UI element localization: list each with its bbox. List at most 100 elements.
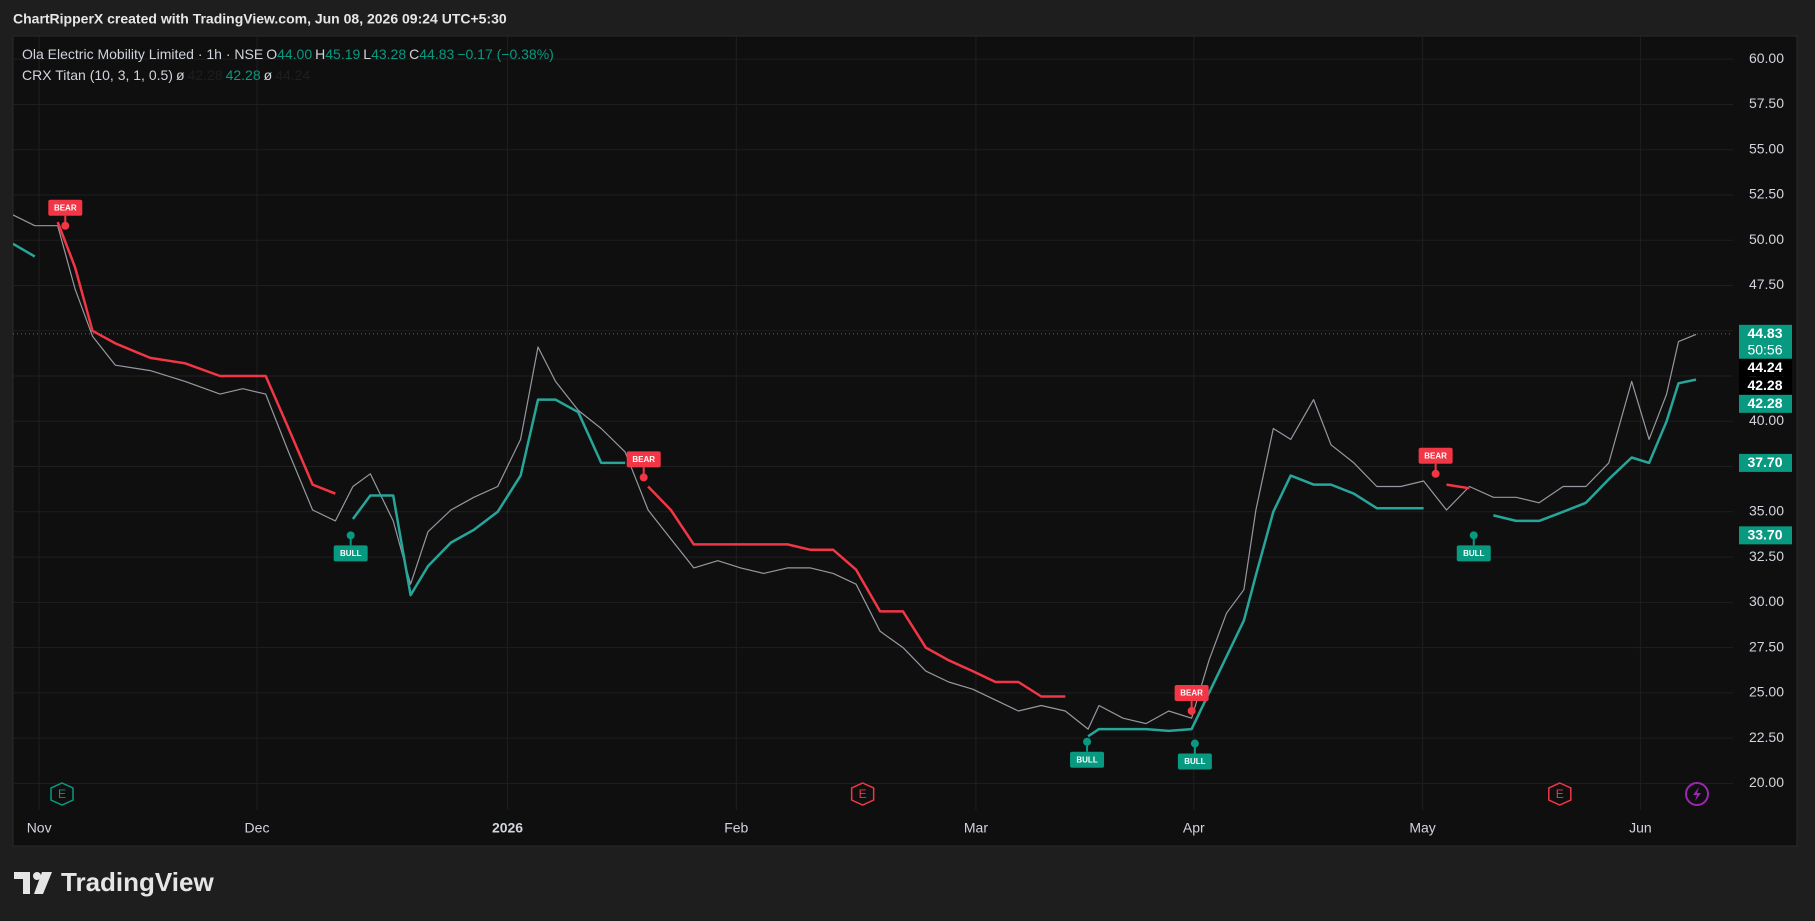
event-icon: E xyxy=(850,782,875,806)
price-tag: 33.70 xyxy=(1739,526,1792,545)
signal: BULL xyxy=(333,531,368,562)
x-tick-label: Jun xyxy=(1629,820,1652,836)
x-tick-label: Feb xyxy=(724,820,748,836)
event-badge xyxy=(850,782,875,806)
signal-box xyxy=(626,451,661,468)
x-tick-label: 2026 xyxy=(492,820,523,836)
signal: BEAR xyxy=(48,199,83,230)
y-tick-label: 30.00 xyxy=(1749,593,1784,609)
price-tag-box xyxy=(1739,394,1792,413)
x-tick-label: Mar xyxy=(964,820,988,836)
y-tick-label: 22.50 xyxy=(1749,729,1784,745)
price-tag-label: 42.28 xyxy=(1747,395,1782,411)
signal-label: BULL xyxy=(340,549,361,558)
event-badge xyxy=(1548,782,1572,806)
price-tag: 42.28 xyxy=(1739,394,1792,413)
price-tag-box xyxy=(1739,358,1792,377)
signal-box xyxy=(1456,545,1491,562)
signal-label: BEAR xyxy=(54,203,77,212)
signal: BULL xyxy=(1177,739,1212,770)
y-tick-label: 35.00 xyxy=(1749,503,1784,519)
signal-box xyxy=(333,545,368,562)
ohlc-name: O xyxy=(266,46,278,62)
price-tag: 42.28 xyxy=(1739,376,1792,395)
x-tick-label: Dec xyxy=(245,820,270,836)
x-tick-label: May xyxy=(1409,820,1435,836)
indicator-readout: ø xyxy=(175,67,185,83)
indicator-readout: 42.28 xyxy=(187,67,223,83)
y-tick-label: 27.50 xyxy=(1749,638,1784,654)
x-tick-label: Nov xyxy=(27,820,52,836)
signal-label: BEAR xyxy=(632,455,655,464)
chart-pane xyxy=(12,35,1798,847)
countdown: 50:56 xyxy=(1747,342,1782,358)
overlay: 20.0022.5025.0027.5030.0032.5035.0037.50… xyxy=(27,50,1792,836)
series-line xyxy=(56,221,1470,698)
indicator-readout: ø xyxy=(263,67,273,83)
price-tag-box xyxy=(1739,526,1792,545)
signal-box xyxy=(1070,751,1105,768)
signal: BULL xyxy=(1070,737,1105,768)
price-tag-label: 44.83 xyxy=(1747,325,1782,341)
y-tick-label: 57.50 xyxy=(1749,95,1784,111)
price-tag: 37.70 xyxy=(1739,453,1792,472)
price-tag-box xyxy=(1739,324,1792,359)
ohlc-name: C xyxy=(409,46,420,62)
y-tick-label: 50.00 xyxy=(1749,231,1784,247)
signal: BEAR xyxy=(1174,684,1209,715)
y-tick-label: 55.00 xyxy=(1749,140,1784,156)
signal-label: BULL xyxy=(1076,755,1097,764)
y-tick-label: 60.00 xyxy=(1749,50,1784,66)
ohlc-value: 44.83 xyxy=(419,46,455,62)
signal-box xyxy=(1177,753,1212,770)
y-tick-label: 40.00 xyxy=(1749,412,1784,428)
ohlc-name: H xyxy=(315,46,326,62)
signal-box xyxy=(48,199,83,216)
event-label: E xyxy=(1556,787,1564,801)
indicator-readout: 44.24 xyxy=(275,67,311,83)
legend-row: CRX Titan (10, 3, 1, 0.5) ø 42.28 42.28 ø 44.… xyxy=(22,65,557,86)
lightning-icon xyxy=(1685,782,1709,806)
signal: BEAR xyxy=(626,451,661,482)
legend-row: Ola Electric Mobility Limited · 1h · NSE… xyxy=(22,44,557,65)
series-line xyxy=(13,242,1697,738)
event-label: E xyxy=(58,787,66,801)
legend: Ola Electric Mobility Limited · 1h · NSE… xyxy=(22,44,557,86)
series-line xyxy=(13,214,1697,730)
signal: BULL xyxy=(1456,531,1491,562)
top-bar xyxy=(0,0,1815,36)
signal-box xyxy=(1174,684,1209,701)
signal-label: BULL xyxy=(1184,757,1205,766)
price-tag-label: 37.70 xyxy=(1747,454,1782,470)
indicator-readout: 42.28 xyxy=(225,67,261,83)
plot xyxy=(13,214,1733,738)
indicator-name: CRX Titan (10, 3, 1, 0.5) xyxy=(22,67,173,83)
ohlc-value: 45.19 xyxy=(325,46,361,62)
event-icon: E xyxy=(1548,782,1572,806)
signal-label: BULL xyxy=(1463,549,1484,558)
price-tag-label: 42.28 xyxy=(1747,377,1782,393)
y-tick-label: 32.50 xyxy=(1749,548,1784,564)
signal-box xyxy=(1418,447,1453,464)
event-badge xyxy=(50,782,74,806)
price-tag-label: 33.70 xyxy=(1747,527,1782,543)
symbol: Ola Electric Mobility Limited · 1h · NSE xyxy=(22,46,264,62)
signal: BEAR xyxy=(1418,447,1453,478)
price-tag-box xyxy=(1739,453,1792,472)
price-tag: 44.24 xyxy=(1739,358,1792,377)
credit: ChartRipperX created with TradingView.co… xyxy=(13,11,507,27)
ohlc-value: 43.28 xyxy=(371,46,407,62)
y-tick-label: 20.00 xyxy=(1749,774,1784,790)
x-tick-label: Apr xyxy=(1183,820,1205,836)
y-tick-label: 25.00 xyxy=(1749,684,1784,700)
signal-label: BEAR xyxy=(1180,689,1203,698)
ohlc-value: 44.00 xyxy=(277,46,313,62)
brand: TradingView xyxy=(61,867,214,897)
event-icon: E xyxy=(50,782,74,806)
ohlc-name: L xyxy=(363,46,372,62)
tradingview-logo xyxy=(14,872,52,894)
price-tag-label: 44.24 xyxy=(1747,359,1782,375)
